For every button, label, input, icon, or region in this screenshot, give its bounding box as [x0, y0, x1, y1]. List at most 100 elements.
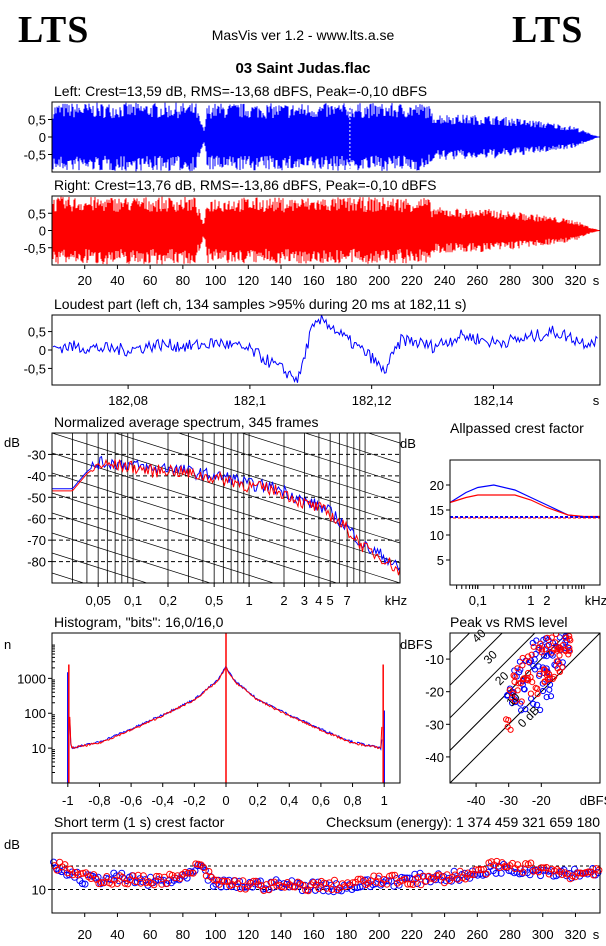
y-tick-label: 100: [24, 706, 46, 721]
pvr-point: [534, 685, 541, 692]
pvr-point: [511, 697, 519, 705]
x-tick-label: -30: [499, 793, 518, 808]
pvr-point: [566, 633, 573, 640]
pvr-point: [525, 653, 532, 660]
stc-point: [577, 869, 584, 877]
stc-point: [516, 870, 523, 878]
y-tick-label: -80: [27, 555, 46, 570]
pvr-point: [549, 652, 556, 659]
slope-gridline: [52, 492, 338, 583]
x-tick-label: 0: [222, 793, 229, 808]
x-unit-label: s: [593, 273, 600, 288]
stc-point: [323, 884, 331, 892]
pvr-diagonals: [450, 633, 600, 783]
x-tick-label: 20: [77, 273, 91, 288]
pvr-point: [546, 671, 553, 678]
y-tick-label: 0,5: [28, 113, 46, 128]
x-tick-label: 1: [527, 593, 534, 608]
pvr-point: [529, 639, 536, 647]
pvr-point: [561, 646, 568, 654]
stc-point: [477, 866, 485, 873]
stc-point: [153, 872, 160, 880]
pvr-point: [537, 640, 544, 647]
stc-point: [589, 865, 597, 872]
pvr-point: [543, 694, 550, 701]
stc-point: [160, 873, 168, 881]
stc-point: [239, 877, 247, 885]
chart-title: Short term (1 s) crest factor: [54, 814, 225, 830]
pvr-point: [539, 687, 547, 695]
pvr-point: [514, 665, 521, 672]
x-tick-label: 180: [336, 273, 358, 288]
y-tick-label: 0: [39, 130, 46, 145]
pvr-point: [519, 662, 526, 669]
stc-point: [100, 879, 108, 887]
x-tick-label: 40: [110, 273, 124, 288]
stc-point: [311, 886, 319, 894]
stc-point: [417, 881, 425, 889]
x-tick-label: 5: [327, 593, 334, 608]
stc-point: [187, 869, 195, 877]
stc-point: [155, 873, 163, 880]
stc-point: [443, 871, 451, 879]
crest-left-line: [449, 484, 600, 518]
stc-point: [467, 870, 475, 878]
pvr-point: [528, 695, 535, 702]
pvr-point: [565, 651, 572, 658]
loudest-part-trace: [52, 314, 598, 383]
x-tick-label: 240: [434, 927, 456, 942]
y-tick-label: 15: [430, 503, 444, 518]
x-tick-label: 2: [280, 593, 287, 608]
y-tick-label: -30: [27, 447, 46, 462]
stc-point: [584, 868, 592, 876]
y-axis-label: n: [4, 637, 11, 652]
chart-title: Left: Crest=13,59 dB, RMS=-13,68 dBFS, P…: [54, 83, 427, 99]
x-tick-label: 140: [270, 927, 292, 942]
stc-point: [184, 869, 192, 877]
x-tick-label: 1: [381, 793, 388, 808]
x-tick-label: 182,14: [474, 393, 514, 408]
stc-point: [409, 881, 417, 888]
stc-point: [331, 876, 338, 884]
pvr-point: [510, 672, 517, 679]
x-tick-label: -0,8: [88, 793, 110, 808]
x-tick-label: 20: [77, 927, 91, 942]
y-tick-label: 5: [437, 553, 444, 568]
stc-point: [414, 873, 422, 881]
spectrum-right-line: [52, 458, 400, 576]
stc-point: [537, 864, 545, 872]
x-unit-label: dBFS: [580, 793, 606, 808]
x-tick-label: 0,6: [312, 793, 330, 808]
spectrum-left-line: [52, 455, 400, 571]
loudest-part-frame: [51, 314, 601, 386]
pvr-point: [554, 645, 561, 653]
diagonal-label: 20: [492, 668, 512, 688]
stc-point: [492, 869, 500, 877]
checksum-label: Checksum (energy): 1 374 459 321 659 180: [326, 814, 600, 830]
x-tick-label: 182,1: [234, 393, 267, 408]
pvr-point: [545, 641, 553, 649]
x-tick-label: 160: [303, 273, 325, 288]
pvr-point: [518, 707, 525, 714]
pvr-point: [537, 706, 544, 714]
y-tick-label: 0,5: [28, 325, 46, 340]
stc-point: [461, 875, 469, 883]
chart-title: Loudest part (left ch, 134 samples >95% …: [54, 296, 467, 312]
stc-point: [150, 881, 158, 889]
pvr-point: [532, 650, 539, 658]
stc-point: [370, 872, 378, 880]
stc-point: [121, 879, 129, 887]
y-tick-label: -30: [425, 717, 444, 732]
logo-left: LTS: [18, 9, 90, 51]
x-tick-label: 300: [532, 927, 554, 942]
pvr-point: [552, 639, 559, 646]
x-tick-label: 280: [499, 273, 521, 288]
x-tick-label: 100: [205, 927, 227, 942]
pvr-point: [535, 663, 542, 670]
x-tick-label: 280: [499, 927, 521, 942]
x-tick-label: -1: [62, 793, 74, 808]
pvr-point: [542, 646, 550, 653]
y-tick-label: 10: [32, 882, 46, 897]
x-tick-label: 0,5: [205, 593, 223, 608]
